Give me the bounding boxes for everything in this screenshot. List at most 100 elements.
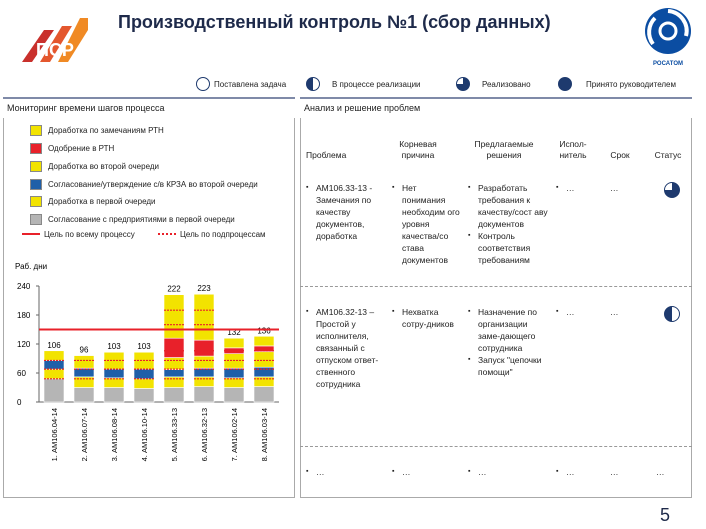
- bar-segment: [73, 387, 95, 403]
- rosatom-logo: РОСАТОМ: [640, 6, 696, 68]
- bar-segment: [253, 351, 275, 368]
- row-solution: Разработать требования к качеству/сост а…: [468, 182, 550, 266]
- bar-segment: [163, 337, 185, 358]
- bar-total-label: 103: [107, 342, 121, 351]
- row-divider: [300, 286, 692, 287]
- bar-total-label: 103: [137, 342, 151, 351]
- bar-total-label: 223: [197, 284, 211, 293]
- bar-segment: [43, 368, 65, 380]
- legend-line-solid: [22, 233, 40, 235]
- legend-item: Согласование/утверждение с/в КРЗА во вто…: [30, 178, 258, 190]
- bar-segment: [223, 337, 245, 349]
- legend-swatch: [30, 142, 42, 154]
- bar-segment: [193, 293, 215, 341]
- row-term: …: [610, 307, 619, 317]
- row-executor: …: [556, 182, 596, 194]
- bar-total-label: 222: [167, 285, 181, 294]
- y-tick-label: 180: [17, 311, 31, 320]
- row-problem: АМ106.33-13 - Замечания по качеству доку…: [306, 182, 386, 242]
- bar-segment: [103, 368, 125, 379]
- status-three-quarter-icon: [456, 77, 470, 91]
- row-cause: …: [392, 466, 462, 478]
- page-title: Производственный контроль №1 (сбор данны…: [118, 12, 551, 32]
- legend-swatch: [30, 178, 42, 190]
- legend-line-item: Цель по подпроцессам: [158, 228, 266, 240]
- row-divider: [300, 446, 692, 447]
- category-label: 6. АМ106.32-13: [200, 408, 209, 461]
- legend-item: Доработка во второй очереди: [30, 160, 159, 172]
- bar-total-label: 132: [227, 328, 241, 337]
- bar-segment: [163, 357, 185, 370]
- bar-segment: [133, 368, 155, 380]
- row-term: …: [610, 467, 619, 477]
- bar-total-label: 96: [80, 346, 89, 355]
- category-label: 4. АМ106.10-14: [140, 408, 149, 461]
- row-cause: Нехватка сотру-дников: [392, 306, 462, 330]
- bar-segment: [43, 360, 65, 370]
- right-section-title: Анализ и решение проблем: [300, 97, 692, 117]
- left-section-title: Мониторинг времени шагов процесса: [3, 97, 295, 117]
- category-label: 1. АМ106.04-14: [50, 408, 59, 461]
- col-header-executor: Испол-нитель: [559, 139, 587, 160]
- bar-segment: [43, 350, 65, 361]
- bar-total-label: 136: [257, 326, 271, 335]
- y-tick-label: 240: [17, 282, 31, 291]
- row-cause: Нет понимания необходим ого уровня качес…: [392, 182, 462, 266]
- row-problem: …: [306, 466, 386, 478]
- bar-segment: [253, 335, 275, 347]
- col-header-problem: Проблема: [306, 150, 347, 160]
- category-label: 2. АМ106.07-14: [80, 408, 89, 461]
- bar-segment: [163, 294, 185, 339]
- y-tick-label: 0: [17, 398, 22, 407]
- y-tick-label: 60: [17, 369, 26, 378]
- bar-segment: [163, 369, 185, 378]
- bar-segment: [223, 387, 245, 403]
- right-panel: [300, 118, 692, 498]
- page-number: 5: [660, 505, 671, 525]
- category-label: 5. АМ106.33-13: [170, 408, 179, 461]
- rosatom-logo-text: РОСАТОМ: [653, 61, 683, 67]
- bar-total-label: 106: [47, 341, 61, 350]
- bar-segment: [253, 386, 275, 403]
- y-tick-label: 120: [17, 340, 31, 349]
- bar-segment: [133, 378, 155, 389]
- row-solution: …: [468, 466, 550, 478]
- legend-item: Одобрение в РТН: [30, 142, 114, 154]
- status-legend-label: Поставлена задача: [214, 80, 287, 89]
- row-status: …: [656, 467, 665, 477]
- psr-logo: ПСР: [22, 10, 88, 62]
- row-term: …: [610, 183, 619, 193]
- bar-segment: [193, 339, 215, 357]
- legend-item: Согласование с предприятиями в первой оч…: [30, 213, 235, 225]
- legend-swatch: [30, 195, 42, 207]
- chart: Раб. дни 0 60 120 180 240 106 1. АМ106.04-14 96…: [15, 262, 279, 461]
- legend-line-item: Цель по всему процессу: [22, 228, 135, 240]
- status-none-icon: [196, 77, 210, 91]
- status-full-icon: [558, 77, 572, 91]
- row-solution: Назначение по организации заме-дающего с…: [468, 306, 550, 378]
- category-label: 3. АМ106.08-14: [110, 408, 119, 461]
- row-executor: …: [556, 466, 596, 478]
- col-header-cause: Корневая причина: [399, 139, 437, 160]
- bar-segment: [193, 355, 215, 369]
- col-header-solution: Предлагаемые решения: [474, 139, 534, 160]
- col-header-status: Статус: [654, 150, 682, 160]
- legend-swatch: [30, 124, 42, 136]
- col-header-term: Срок: [610, 150, 630, 160]
- row-executor: …: [556, 306, 596, 318]
- status-legend-label: Принято руководителем: [586, 80, 677, 89]
- status-legend-label: Реализовано: [482, 80, 531, 89]
- status-half-icon: [306, 77, 320, 91]
- bar-segment: [103, 387, 125, 403]
- category-label: 7. АМ106.02-14: [230, 408, 239, 461]
- legend-swatch: [30, 213, 42, 225]
- bar-segment: [73, 355, 95, 369]
- bar-segment: [133, 388, 155, 403]
- psr-logo-text: ПСР: [36, 40, 74, 60]
- chart-ylabel: Раб. дни: [15, 262, 47, 271]
- legend-swatch: [30, 160, 42, 172]
- bar-segment: [43, 378, 65, 403]
- legend-line-dotted: [158, 233, 176, 235]
- category-label: 8. АМ106.03-14: [260, 408, 269, 461]
- legend-item: Доработка в первой очереди: [30, 195, 155, 207]
